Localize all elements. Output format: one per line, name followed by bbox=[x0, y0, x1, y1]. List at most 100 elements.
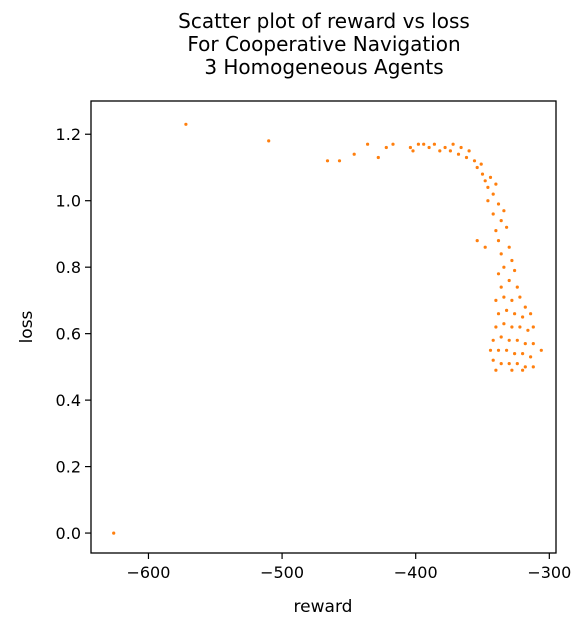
scatter-point bbox=[376, 155, 380, 160]
scatter-point bbox=[391, 142, 395, 146]
x-axis-ticks: −600 −500 −400 −300 bbox=[126, 553, 571, 582]
scatter-point bbox=[475, 165, 479, 170]
x-tick-label: −400 bbox=[394, 563, 438, 582]
scatter-point bbox=[384, 145, 388, 150]
y-tick-label: 0.8 bbox=[56, 258, 81, 277]
scatter-point bbox=[531, 342, 535, 346]
scatter-point bbox=[267, 139, 271, 143]
scatter-point bbox=[486, 199, 490, 203]
scatter-point bbox=[337, 159, 342, 163]
scatter-point bbox=[427, 145, 431, 150]
scatter-point bbox=[432, 142, 436, 146]
scatter-points bbox=[112, 122, 543, 535]
scatter-point bbox=[513, 268, 517, 273]
scatter-point bbox=[513, 312, 517, 316]
scatter-point bbox=[472, 159, 477, 163]
x-tick-label: −300 bbox=[527, 563, 571, 582]
scatter-point bbox=[507, 362, 511, 366]
scatter-point bbox=[502, 209, 506, 213]
scatter-point bbox=[510, 298, 514, 302]
x-tick-label: −600 bbox=[126, 563, 170, 582]
chart-title-line-2: For Cooperative Navigation bbox=[187, 32, 461, 56]
scatter-point bbox=[505, 308, 509, 312]
scatter-point bbox=[480, 172, 485, 176]
scatter-point bbox=[416, 142, 420, 146]
scatter-point bbox=[518, 295, 522, 299]
scatter-point bbox=[531, 325, 535, 329]
scatter-point bbox=[521, 368, 525, 372]
y-tick-label: 0.4 bbox=[56, 391, 81, 410]
scatter-point bbox=[513, 352, 517, 356]
scatter-point bbox=[464, 155, 469, 160]
scatter-point bbox=[496, 348, 501, 352]
scatter-point bbox=[531, 365, 535, 369]
scatter-point bbox=[505, 225, 509, 229]
scatter-point bbox=[521, 315, 525, 319]
scatter-point bbox=[507, 278, 511, 283]
scatter-point bbox=[510, 368, 514, 372]
scatter-point bbox=[505, 348, 509, 352]
scatter-point bbox=[496, 202, 501, 206]
scatter-point bbox=[491, 358, 495, 362]
scatter-point bbox=[510, 325, 514, 329]
scatter-point bbox=[448, 149, 452, 153]
scatter-point bbox=[499, 335, 503, 339]
scatter-point bbox=[479, 162, 483, 166]
scatter-point bbox=[494, 298, 498, 302]
scatter-point bbox=[491, 212, 495, 216]
scatter-point bbox=[502, 265, 506, 269]
scatter-point bbox=[408, 145, 412, 150]
y-tick-label: 0.6 bbox=[56, 325, 81, 344]
scatter-point bbox=[467, 149, 471, 153]
scatter-point bbox=[499, 219, 503, 223]
scatter-point bbox=[494, 368, 498, 372]
scatter-point bbox=[366, 142, 370, 146]
scatter-point bbox=[494, 182, 498, 186]
y-tick-label: 1.2 bbox=[56, 125, 81, 144]
scatter-point bbox=[488, 175, 493, 179]
scatter-point bbox=[502, 322, 506, 326]
scatter-point bbox=[502, 295, 506, 299]
scatter-point bbox=[486, 185, 490, 189]
scatter-point bbox=[526, 328, 530, 332]
scatter-point bbox=[510, 258, 514, 263]
scatter-point bbox=[515, 362, 519, 366]
chart-title: Scatter plot of reward vs loss For Coope… bbox=[0, 10, 588, 79]
scatter-point bbox=[496, 272, 501, 276]
scatter-point bbox=[523, 365, 527, 369]
scatter-point bbox=[459, 145, 463, 150]
scatter-point bbox=[488, 348, 493, 352]
scatter-point bbox=[507, 338, 511, 342]
scatter-point bbox=[438, 149, 442, 153]
x-axis-label: reward bbox=[294, 597, 353, 617]
scatter-point bbox=[515, 338, 519, 342]
scatter-point bbox=[483, 179, 487, 183]
scatter-point bbox=[491, 338, 495, 342]
scatter-point bbox=[523, 305, 527, 309]
scatter-point bbox=[451, 142, 455, 146]
y-axis-ticks: 0.0 0.2 0.4 0.6 0.8 1.0 1.2 bbox=[56, 125, 91, 543]
scatter-point bbox=[529, 355, 533, 359]
scatter-point bbox=[475, 239, 479, 243]
scatter-point bbox=[411, 149, 415, 153]
chart-title-line-3: 3 Homogeneous Agents bbox=[204, 55, 444, 79]
scatter-point bbox=[443, 145, 447, 150]
scatter-point bbox=[539, 348, 543, 352]
scatter-point bbox=[507, 245, 511, 249]
scatter-point bbox=[494, 325, 498, 329]
scatter-point bbox=[422, 142, 426, 146]
scatter-point bbox=[491, 192, 495, 196]
plot-area-frame bbox=[90, 100, 557, 554]
scatter-point bbox=[499, 252, 503, 256]
y-tick-label: 0.2 bbox=[56, 458, 81, 477]
scatter-point bbox=[499, 362, 503, 366]
scatter-point bbox=[529, 312, 533, 316]
scatter-point bbox=[496, 312, 501, 316]
x-tick-label: −500 bbox=[260, 563, 304, 582]
scatter-point bbox=[325, 159, 330, 163]
scatter-point bbox=[515, 285, 519, 289]
scatter-point bbox=[456, 152, 461, 156]
scatter-point bbox=[483, 245, 487, 249]
scatter-point bbox=[112, 531, 116, 535]
